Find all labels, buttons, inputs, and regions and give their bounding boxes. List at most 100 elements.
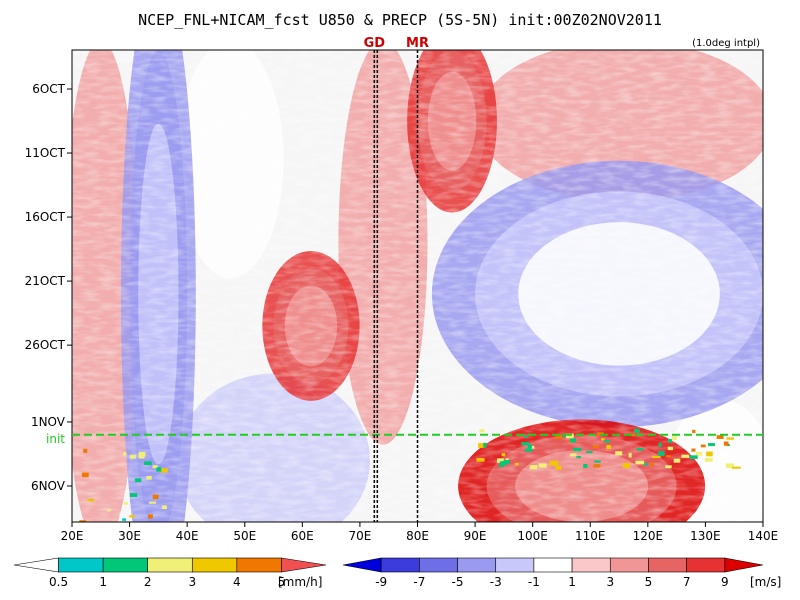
precip-cell bbox=[503, 460, 510, 465]
wind-color-cell bbox=[648, 557, 687, 573]
precip-colorbar-label: 1 bbox=[99, 575, 107, 589]
precip-cell bbox=[628, 452, 632, 458]
marker-label-gd: GD bbox=[364, 36, 386, 51]
precip-cell bbox=[615, 451, 623, 456]
wind-color-cell bbox=[686, 557, 726, 573]
precip-cell bbox=[521, 442, 530, 446]
precip-cell bbox=[149, 501, 157, 504]
precip-cell bbox=[665, 455, 671, 458]
precip-cell bbox=[594, 460, 601, 463]
precip-cell bbox=[524, 435, 528, 438]
precip-cell bbox=[538, 463, 547, 468]
precip-cell bbox=[695, 451, 703, 456]
precip-cell bbox=[514, 463, 519, 466]
precip-cell bbox=[667, 439, 672, 443]
precip-colorbar-label: 0.5 bbox=[49, 575, 68, 589]
precip-cell bbox=[603, 440, 611, 443]
precip-cell bbox=[576, 456, 581, 459]
precip-cell bbox=[549, 460, 559, 466]
x-tick-label: 70E bbox=[348, 529, 371, 543]
precip-cell bbox=[156, 467, 162, 472]
wind-color-cell bbox=[457, 557, 497, 573]
precip-cell bbox=[555, 434, 563, 439]
y-tick-label: 6NOV bbox=[31, 479, 66, 493]
x-tick-label: 40E bbox=[176, 529, 199, 543]
precip-cell bbox=[704, 457, 713, 462]
precip-cell bbox=[726, 437, 734, 440]
precip-cell bbox=[134, 478, 142, 483]
precip-cell bbox=[153, 531, 156, 534]
x-tick-label: 20E bbox=[61, 529, 84, 543]
wind-color-cell bbox=[380, 557, 420, 573]
precip-cell bbox=[148, 514, 153, 519]
init-label: init bbox=[46, 432, 65, 446]
precip-cell bbox=[592, 445, 600, 449]
precip-color-cell bbox=[58, 557, 104, 573]
precip-cell bbox=[476, 458, 485, 462]
wind-colorbar-label: 1 bbox=[568, 575, 576, 589]
x-tick-label: 120E bbox=[633, 529, 664, 543]
wind-color-cell bbox=[571, 557, 611, 573]
wind-colorbar: -9 -7 -5 -3 -1 1 3 5 7 9 [m/s] bbox=[342, 557, 781, 589]
precip-cell bbox=[708, 443, 715, 447]
y-tick-label: 26OCT bbox=[25, 338, 66, 352]
precip-cell bbox=[673, 458, 681, 463]
precip-cell bbox=[725, 463, 734, 468]
precip-color-cell bbox=[236, 557, 282, 573]
wind-color-cell bbox=[724, 557, 764, 573]
precip-cell bbox=[601, 438, 605, 441]
precip-cell bbox=[129, 493, 138, 497]
precip-colorbar-label: 3 bbox=[188, 575, 196, 589]
precip-cell bbox=[483, 442, 487, 448]
precip-cell bbox=[681, 454, 690, 458]
precip-cell bbox=[123, 452, 127, 456]
wind-colorbar-label: 7 bbox=[683, 575, 691, 589]
precip-cell bbox=[81, 472, 89, 478]
wind-colorbar-label: -5 bbox=[452, 575, 464, 589]
x-tick-label: 110E bbox=[575, 529, 606, 543]
precip-cell bbox=[667, 446, 674, 451]
precip-cell bbox=[651, 455, 661, 459]
precip-cell bbox=[129, 454, 136, 459]
precip-cell bbox=[665, 465, 672, 469]
precip-cell bbox=[643, 463, 649, 466]
precip-colorbar-label: 2 bbox=[144, 575, 152, 589]
precip-cell bbox=[146, 475, 152, 480]
precip-cell bbox=[658, 451, 665, 456]
precip-cell bbox=[104, 536, 107, 539]
x-tick-label: 60E bbox=[291, 529, 314, 543]
precip-cell bbox=[555, 465, 562, 470]
precip-cell bbox=[152, 494, 159, 500]
wind-unit: [m/s] bbox=[750, 575, 781, 589]
precip-cell bbox=[706, 451, 713, 457]
wind-colorbar-label: -1 bbox=[528, 575, 540, 589]
x-tick-label: 140E bbox=[748, 529, 779, 543]
x-tick-label: 100E bbox=[517, 529, 548, 543]
wind-colorbar-label: -7 bbox=[413, 575, 425, 589]
y-tick-label: 6OCT bbox=[32, 82, 65, 96]
precip-cell bbox=[570, 438, 577, 443]
y-tick-label: 1NOV bbox=[31, 415, 66, 429]
wind-colorbar-label: 3 bbox=[606, 575, 614, 589]
wind-colorbar-label: -9 bbox=[375, 575, 387, 589]
wind-color-cell bbox=[419, 557, 458, 573]
precip-cell bbox=[162, 505, 167, 510]
precip-cell bbox=[635, 460, 645, 465]
precip-cell bbox=[622, 463, 631, 469]
precip-cell bbox=[566, 433, 574, 439]
precip-cell bbox=[650, 462, 654, 467]
wind-color-cell bbox=[609, 557, 649, 573]
precip-cell bbox=[524, 448, 533, 452]
precip-cell bbox=[138, 454, 145, 459]
precip-cell bbox=[152, 465, 158, 469]
x-tick-label: 80E bbox=[406, 529, 429, 543]
precip-cell bbox=[160, 468, 168, 473]
precip-cell bbox=[496, 458, 504, 463]
precip-cell bbox=[105, 532, 110, 536]
precip-cell bbox=[527, 444, 532, 449]
precip-cell bbox=[586, 451, 593, 454]
chart-title: NCEP_FNL+NICAM_fcst U850 & PRECP (5S-5N)… bbox=[138, 11, 662, 29]
heatmap-field bbox=[72, 50, 763, 539]
precip-cell bbox=[83, 448, 88, 453]
precip-cell bbox=[671, 435, 677, 441]
